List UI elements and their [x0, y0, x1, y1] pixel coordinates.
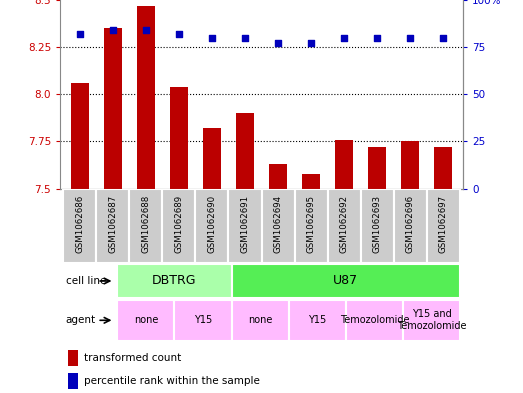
Text: GSM1062688: GSM1062688 [141, 195, 151, 253]
Text: transformed count: transformed count [84, 353, 181, 363]
Text: Y15 and
Temozolomide: Y15 and Temozolomide [396, 310, 466, 331]
FancyBboxPatch shape [327, 189, 360, 263]
Text: GSM1062697: GSM1062697 [439, 195, 448, 253]
Bar [68, 350, 78, 366]
FancyBboxPatch shape [360, 189, 393, 263]
FancyBboxPatch shape [232, 264, 460, 298]
FancyBboxPatch shape [403, 299, 460, 341]
FancyBboxPatch shape [262, 189, 294, 263]
FancyBboxPatch shape [63, 189, 96, 263]
Bar [368, 147, 386, 189]
Text: Temozolomide: Temozolomide [339, 315, 409, 325]
Point [109, 27, 117, 33]
Text: none: none [134, 315, 158, 325]
Point [76, 31, 84, 37]
Bar [302, 174, 320, 189]
Text: agent: agent [66, 315, 96, 325]
Bar [71, 83, 89, 189]
Bar [236, 113, 254, 189]
Point [142, 27, 150, 33]
FancyBboxPatch shape [117, 299, 174, 341]
FancyBboxPatch shape [427, 189, 460, 263]
Text: GSM1062690: GSM1062690 [208, 195, 217, 253]
FancyBboxPatch shape [163, 189, 196, 263]
Point [373, 35, 381, 41]
FancyBboxPatch shape [229, 189, 262, 263]
Text: GSM1062695: GSM1062695 [306, 195, 315, 253]
FancyBboxPatch shape [232, 299, 289, 341]
Bar [335, 140, 353, 189]
Text: U87: U87 [333, 274, 358, 288]
Text: Y15: Y15 [308, 315, 326, 325]
Text: cell line: cell line [66, 276, 106, 286]
FancyBboxPatch shape [117, 264, 232, 298]
Text: GSM1062689: GSM1062689 [175, 195, 184, 253]
Point [274, 40, 282, 46]
FancyBboxPatch shape [196, 189, 229, 263]
FancyBboxPatch shape [96, 189, 130, 263]
FancyBboxPatch shape [130, 189, 163, 263]
Bar [401, 141, 419, 189]
Text: GSM1062687: GSM1062687 [108, 195, 118, 253]
Point [208, 35, 216, 41]
Bar [269, 164, 287, 189]
Text: Y15: Y15 [194, 315, 212, 325]
Text: GSM1062691: GSM1062691 [241, 195, 249, 253]
Point [340, 35, 348, 41]
Text: DBTRG: DBTRG [152, 274, 197, 288]
FancyBboxPatch shape [289, 299, 346, 341]
Point [307, 40, 315, 46]
FancyBboxPatch shape [294, 189, 327, 263]
Text: GSM1062692: GSM1062692 [339, 195, 348, 253]
Bar [170, 87, 188, 189]
Text: GSM1062693: GSM1062693 [372, 195, 382, 253]
Text: percentile rank within the sample: percentile rank within the sample [84, 376, 259, 386]
Point [175, 31, 183, 37]
FancyBboxPatch shape [174, 299, 232, 341]
Text: none: none [248, 315, 272, 325]
Point [439, 35, 447, 41]
FancyBboxPatch shape [393, 189, 427, 263]
Bar [68, 373, 78, 389]
Bar [137, 6, 155, 189]
Point [241, 35, 249, 41]
Bar [104, 28, 122, 189]
Bar [434, 147, 452, 189]
Text: GSM1062694: GSM1062694 [274, 195, 282, 253]
Point [406, 35, 414, 41]
FancyBboxPatch shape [346, 299, 403, 341]
Bar [203, 128, 221, 189]
Text: GSM1062686: GSM1062686 [75, 195, 84, 253]
Text: GSM1062696: GSM1062696 [405, 195, 415, 253]
